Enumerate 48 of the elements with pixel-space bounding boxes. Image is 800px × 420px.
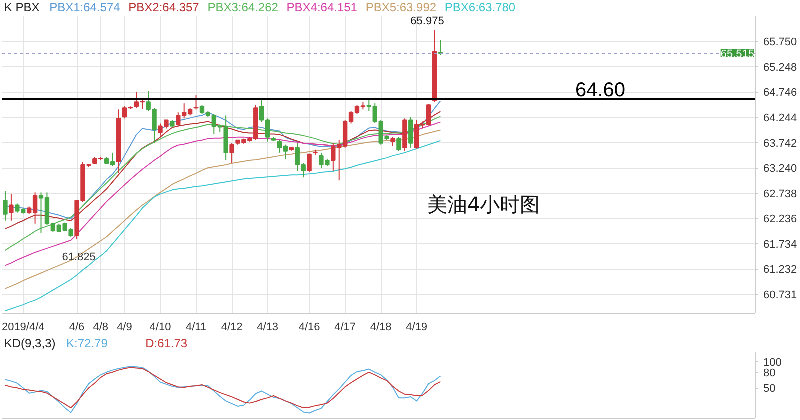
y-tick-label: 100 (764, 356, 782, 369)
y-tick-label: 63.240 (764, 163, 798, 176)
y-tick-label: 61.232 (764, 264, 798, 276)
candlestick (9, 194, 14, 222)
y-tick-label: 50 (764, 383, 776, 396)
series-label: D:61.73 (146, 336, 188, 350)
text: PBX1:64.574 (50, 0, 121, 14)
candlestick (396, 136, 402, 152)
y-tick-label: 64.746 (764, 87, 798, 100)
y-tick-label: 65.750 (764, 36, 798, 49)
y-tick-label: 80 (764, 367, 776, 380)
x-tick-label: 4/18 (370, 322, 392, 334)
x-tick-label: 4/17 (334, 322, 356, 334)
x-tick-label: 2019/4/4 (2, 322, 45, 334)
x-tick-label: 4/6 (69, 322, 85, 334)
x-tick-label: 4/8 (93, 322, 109, 334)
x-tick-label: 4/9 (117, 322, 132, 334)
candlestick (307, 153, 312, 173)
legend-title: K PBX (4, 0, 40, 14)
series-label: K:72.79 (66, 336, 108, 350)
text: PBX6:63.780 (444, 0, 516, 14)
y-tick-label: 63.742 (764, 138, 798, 150)
annotation: 65.975 (410, 16, 444, 28)
legend-title: KD(9,3,3) (4, 336, 56, 350)
candlestick (194, 95, 199, 110)
candlestick (390, 136, 396, 147)
candlestick (3, 190, 8, 222)
x-tick-label: 4/10 (150, 322, 172, 334)
x-tick-label: 4/11 (186, 322, 207, 334)
x-tick-label: 4/12 (221, 322, 243, 334)
y-tick-label: 60.731 (764, 289, 798, 302)
y-tick-label: 64.244 (764, 112, 798, 124)
y-tick-label: 62.236 (764, 214, 798, 226)
text: PBX4:64.151 (286, 0, 358, 14)
text: PBX3:64.262 (208, 0, 279, 14)
candlestick (230, 142, 234, 164)
text: PBX5:63.992 (366, 0, 437, 14)
x-tick-label: 4/16 (298, 322, 320, 334)
y-tick-label: 65.248 (764, 62, 798, 74)
x-tick-label: 4/13 (257, 322, 279, 334)
ref-line-label: 65.515 (720, 48, 755, 60)
x-tick-label: 4/19 (406, 322, 428, 334)
text: PBX2:64.357 (128, 0, 200, 14)
ref-line-label: 64.60 (575, 80, 626, 102)
annotation: 美油4小时图 (428, 192, 540, 216)
y-tick-label: 61.734 (764, 238, 798, 251)
y-tick-label: 62.738 (764, 188, 798, 200)
candlestick (408, 116, 414, 148)
